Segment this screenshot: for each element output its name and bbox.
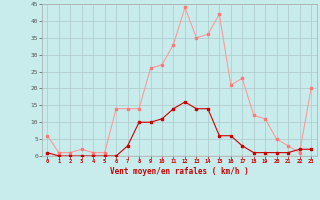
X-axis label: Vent moyen/en rafales ( km/h ): Vent moyen/en rafales ( km/h )	[110, 167, 249, 176]
